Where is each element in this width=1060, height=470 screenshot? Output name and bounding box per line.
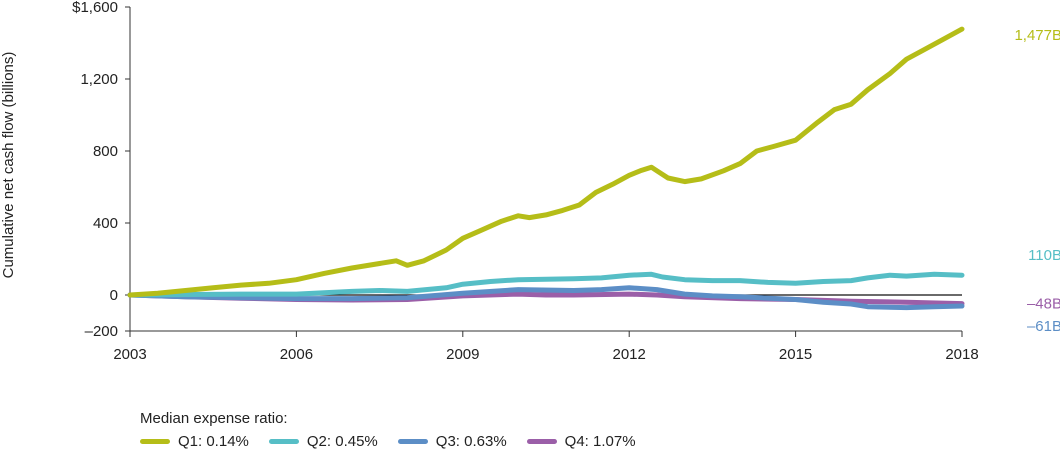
- legend-label-q4: Q4: 1.07%: [564, 433, 636, 450]
- y-axis: –200 0 400 800 1,200 $1,600: [72, 0, 131, 340]
- y-axis-title: Cumulative net cash flow (billions): [0, 52, 17, 279]
- series-layer: [127, 26, 965, 311]
- end-label-q4: –48B: [1027, 296, 1060, 313]
- x-tick-label: 2015: [779, 346, 812, 363]
- y-tick-label: –200: [85, 323, 118, 340]
- legend-swatch-q1: [140, 439, 170, 444]
- chart-canvas: –200 0 400 800 1,200 $1,600 2003 2006 2009 2012 2…: [0, 0, 1060, 363]
- series-line-q1: [127, 26, 965, 298]
- x-tick-label: 2009: [446, 346, 479, 363]
- legend-item-q2: Q2: 0.45%: [268, 433, 378, 450]
- legend: Median expense ratio: Q1: 0.14% Q2: 0.45…: [140, 410, 656, 450]
- legend-swatch-q2: [268, 439, 299, 444]
- legend-label-q2: Q2: 0.45%: [306, 433, 378, 450]
- end-label-q2: 110B: [1028, 247, 1060, 264]
- y-tick-label: 800: [93, 143, 118, 160]
- x-tick-label: 2003: [113, 346, 146, 363]
- end-label-q3: –61B: [1027, 318, 1060, 335]
- legend-swatch-q3: [397, 439, 428, 444]
- end-labels: 1,477B 110B –61B –48B: [1014, 27, 1060, 335]
- series-line-q3: [127, 285, 965, 311]
- x-tick-label: 2012: [613, 346, 646, 363]
- legend-label-q1: Q1: 0.14%: [178, 433, 249, 450]
- x-tick-label: 2006: [280, 346, 313, 363]
- legend-items: Q1: 0.14% Q2: 0.45% Q3: 0.63% Q4: 1.07%: [140, 433, 656, 450]
- y-tick-label: 400: [93, 215, 118, 232]
- x-tick-label: 2018: [945, 346, 978, 363]
- legend-item-q4: Q4: 1.07%: [526, 433, 636, 450]
- legend-label-q3: Q3: 0.63%: [435, 433, 507, 450]
- y-tick-label: $1,600: [72, 0, 118, 16]
- legend-title: Median expense ratio:: [140, 410, 288, 427]
- legend-item-q3: Q3: 0.63%: [397, 433, 507, 450]
- series-line-q2: [127, 271, 965, 298]
- y-tick-label: 1,200: [80, 71, 118, 88]
- legend-swatch-q4: [526, 439, 557, 444]
- y-tick-label: 0: [110, 287, 118, 304]
- end-label-q1: 1,477B: [1014, 27, 1060, 44]
- legend-item-q1: Q1: 0.14%: [140, 433, 249, 450]
